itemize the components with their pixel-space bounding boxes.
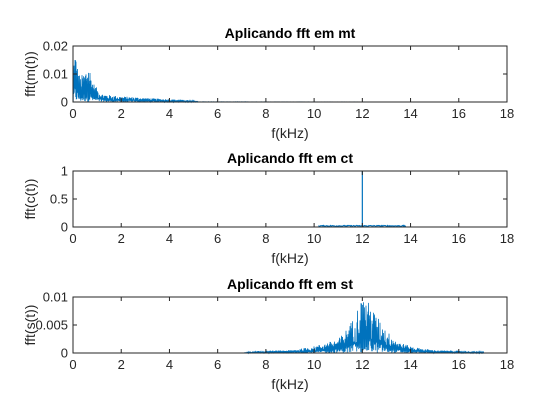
x-tick-label: 14 — [403, 231, 417, 246]
x-tick-label: 16 — [452, 357, 466, 372]
x-tick-label: 18 — [500, 106, 514, 121]
plot-area — [73, 171, 507, 227]
x-tick-label: 4 — [166, 357, 173, 372]
x-tick-label: 0 — [69, 106, 76, 121]
y-axis-label: fft(c(t)) — [22, 179, 38, 220]
x-tick-label: 0 — [69, 357, 76, 372]
x-tick-label: 8 — [262, 106, 269, 121]
x-tick-label: 12 — [355, 231, 369, 246]
x-tick-label: 18 — [500, 357, 514, 372]
x-tick-label: 2 — [118, 106, 125, 121]
plot-title: Aplicando fft em st — [227, 276, 353, 292]
y-tick-label: 0.01 — [43, 290, 68, 305]
y-tick-label: 0.5 — [50, 192, 68, 207]
x-tick-label: 12 — [355, 106, 369, 121]
x-tick-label: 10 — [307, 106, 321, 121]
x-tick-label: 2 — [118, 357, 125, 372]
x-tick-label: 14 — [403, 106, 417, 121]
x-tick-label: 18 — [500, 231, 514, 246]
x-tick-label: 16 — [452, 231, 466, 246]
y-tick-label: 0 — [61, 95, 68, 110]
plot-title: Aplicando fft em mt — [225, 25, 356, 41]
y-tick-label: 0.02 — [43, 39, 68, 54]
x-tick-label: 14 — [403, 357, 417, 372]
x-tick-label: 8 — [262, 357, 269, 372]
x-axis-label: f(kHz) — [271, 376, 308, 392]
x-tick-label: 10 — [307, 231, 321, 246]
subplot-1: 0 2 4 6 8 10 12 14 16 18 0 0.01 0.02 Aplicando fft em… — [22, 25, 514, 141]
plot-area — [73, 297, 507, 353]
x-axis-label: f(kHz) — [271, 250, 308, 266]
y-tick-label: 0.01 — [43, 67, 68, 82]
y-axis-label: fft(m(t)) — [22, 51, 38, 97]
x-tick-label: 6 — [214, 106, 221, 121]
y-tick-label: 0.005 — [35, 318, 68, 333]
x-tick-label: 6 — [214, 231, 221, 246]
x-tick-label: 8 — [262, 231, 269, 246]
y-tick-label: 0 — [61, 220, 68, 235]
x-tick-label: 10 — [307, 357, 321, 372]
subplot-3: 0 2 4 6 8 10 12 14 16 18 0 0.005 0.01 Aplicando fft e… — [22, 276, 514, 392]
x-axis-label: f(kHz) — [271, 125, 308, 141]
y-axis-label: fft(s(t)) — [22, 305, 38, 346]
plot-area — [73, 46, 507, 102]
subplot-2: 0 2 4 6 8 10 12 14 16 18 0 0.5 1 Aplicando fft em ct f… — [22, 150, 514, 266]
y-tick-label: 1 — [61, 164, 68, 179]
y-tick-label: 0 — [61, 346, 68, 361]
x-tick-label: 12 — [355, 357, 369, 372]
x-tick-label: 6 — [214, 357, 221, 372]
x-tick-label: 16 — [452, 106, 466, 121]
x-tick-label: 4 — [166, 106, 173, 121]
plot-title: Aplicando fft em ct — [227, 150, 353, 166]
x-tick-label: 0 — [69, 231, 76, 246]
x-tick-label: 2 — [118, 231, 125, 246]
x-tick-label: 4 — [166, 231, 173, 246]
